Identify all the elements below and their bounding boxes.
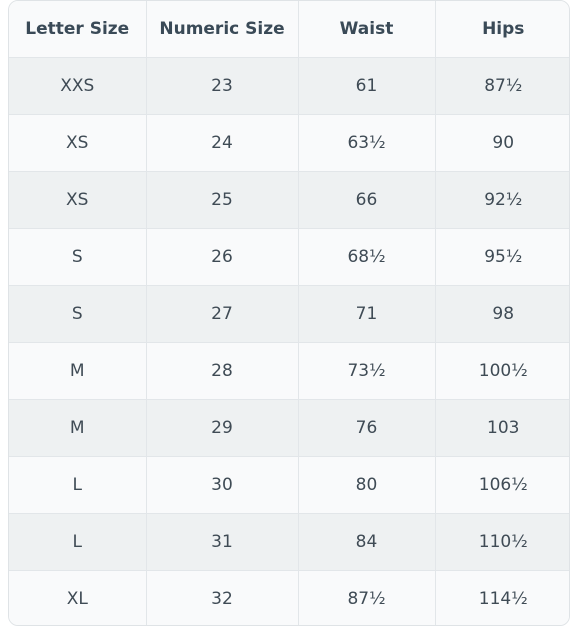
table-row: XS 25 66 92½: [9, 171, 569, 229]
cell-hips: 100½: [435, 342, 569, 400]
cell-waist: 61: [298, 57, 436, 115]
cell-hips: 98: [435, 285, 569, 343]
cell-letter-size: L: [9, 456, 147, 514]
cell-letter-size: L: [9, 513, 147, 571]
cell-numeric-size: 26: [146, 228, 299, 286]
cell-waist: 66: [298, 171, 436, 229]
table-row: L 31 84 110½: [9, 513, 569, 571]
table-row: S 27 71 98: [9, 285, 569, 343]
cell-numeric-size: 27: [146, 285, 299, 343]
cell-numeric-size: 32: [146, 570, 299, 625]
cell-numeric-size: 29: [146, 399, 299, 457]
cell-hips: 110½: [435, 513, 569, 571]
cell-waist: 87½: [298, 570, 436, 625]
cell-waist: 73½: [298, 342, 436, 400]
table-header: Letter Size Numeric Size Waist Hips: [9, 1, 569, 58]
cell-letter-size: M: [9, 399, 147, 457]
cell-hips: 106½: [435, 456, 569, 514]
table-body: XXS 23 61 87½ XS 24 63½ 90 XS 25 66 92½ S 26 68½ 95½ S 27…: [9, 57, 569, 625]
cell-hips: 87½: [435, 57, 569, 115]
header-letter-size: Letter Size: [9, 1, 147, 58]
cell-numeric-size: 23: [146, 57, 299, 115]
size-table: Letter Size Numeric Size Waist Hips XXS 2…: [9, 1, 569, 625]
table-row: XS 24 63½ 90: [9, 114, 569, 172]
cell-numeric-size: 30: [146, 456, 299, 514]
header-numeric-size: Numeric Size: [146, 1, 299, 58]
cell-waist: 71: [298, 285, 436, 343]
cell-numeric-size: 25: [146, 171, 299, 229]
cell-hips: 95½: [435, 228, 569, 286]
size-chart-table: Letter Size Numeric Size Waist Hips XXS 2…: [8, 0, 570, 626]
cell-numeric-size: 28: [146, 342, 299, 400]
table-row: M 29 76 103: [9, 399, 569, 457]
cell-waist: 80: [298, 456, 436, 514]
cell-waist: 76: [298, 399, 436, 457]
cell-letter-size: XS: [9, 171, 147, 229]
cell-hips: 92½: [435, 171, 569, 229]
table-row: S 26 68½ 95½: [9, 228, 569, 286]
cell-letter-size: XXS: [9, 57, 147, 115]
cell-letter-size: M: [9, 342, 147, 400]
cell-letter-size: XS: [9, 114, 147, 172]
cell-hips: 90: [435, 114, 569, 172]
header-waist: Waist: [298, 1, 436, 58]
cell-letter-size: XL: [9, 570, 147, 625]
cell-waist: 68½: [298, 228, 436, 286]
cell-waist: 84: [298, 513, 436, 571]
table-row: M 28 73½ 100½: [9, 342, 569, 400]
table-row: XL 32 87½ 114½: [9, 570, 569, 625]
cell-hips: 103: [435, 399, 569, 457]
cell-hips: 114½: [435, 570, 569, 625]
cell-letter-size: S: [9, 285, 147, 343]
cell-numeric-size: 24: [146, 114, 299, 172]
table-row: L 30 80 106½: [9, 456, 569, 514]
header-hips: Hips: [435, 1, 569, 58]
cell-numeric-size: 31: [146, 513, 299, 571]
cell-letter-size: S: [9, 228, 147, 286]
header-row: Letter Size Numeric Size Waist Hips: [9, 1, 569, 58]
cell-waist: 63½: [298, 114, 436, 172]
table-row: XXS 23 61 87½: [9, 57, 569, 115]
